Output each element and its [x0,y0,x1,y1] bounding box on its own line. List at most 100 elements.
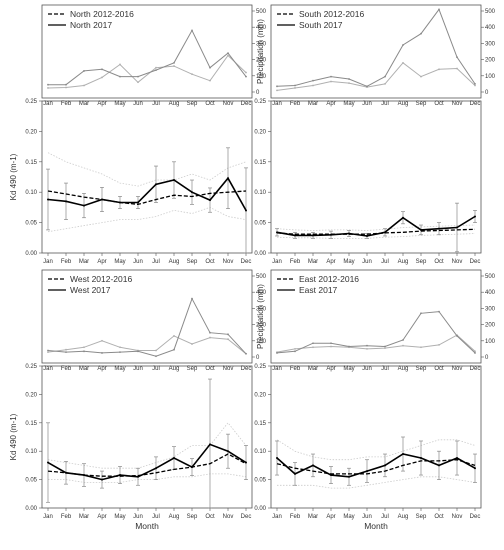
precip-point [312,346,314,349]
kd-month-label: Mar [308,259,318,265]
kd-month-label: Apr [326,514,335,520]
kd-2017-point [420,228,422,231]
kd-2017-point [330,474,332,477]
kd-tick-label: 0.10 [254,449,266,455]
precip-point [191,297,193,300]
kd-mean-line [47,190,247,206]
precip-point [101,76,103,79]
kd-month-label: Apr [97,514,106,520]
kd-2017-point [276,231,278,234]
panel-east: 0 100 200 300 400 500 Precipitation (mm) East 2… [254,269,496,531]
kd-2017-point [227,450,229,453]
precip-month-label: Jun [133,101,143,107]
kd-month-label: Feb [290,514,301,520]
precip-tick-label: 200 [256,58,267,64]
kd-tick-label: 0.25 [25,99,37,105]
kd-month-label: Dec [241,514,252,520]
precip-month-label: Apr [97,366,106,372]
precip-month-label: Feb [61,366,72,372]
precip-point [83,346,85,349]
precip-month-label: Aug [398,101,409,107]
precip-point [83,84,85,87]
kd-month-label: Jan [43,259,53,265]
kd-tick-label: 0.10 [25,190,37,196]
precip-point [474,83,476,85]
precip-month-label: Jul [381,366,389,372]
legend-label-2017: North 2017 [70,20,112,30]
precip-point [402,339,404,341]
kd-2017-point [245,461,247,464]
kd-tick-label: 0.05 [25,478,37,484]
kd-2017-point [101,478,103,481]
precip-series-line [47,335,247,355]
kd-month-label: May [114,259,125,265]
kd-2017-point [191,191,193,194]
precip-point [438,310,440,313]
precip-point [191,343,193,345]
precip-point [348,82,350,84]
precip-tick-label: 200 [485,323,496,329]
precip-frame [270,4,482,99]
precip-month-label: Jan [272,101,282,107]
precip-point [294,350,296,353]
kd-2017-point [65,471,67,474]
precip-frame [270,269,482,364]
precip-tick-label: 300 [256,306,267,312]
precip-point [474,84,476,87]
kd-2017-point [474,215,476,218]
kd-month-label: Aug [169,514,180,520]
kd-band-line [276,439,476,461]
kd-2017-point [227,177,229,180]
kd-2017-point [209,443,211,446]
kd-2017-point [402,216,404,219]
kd-tick-label: 0.00 [25,251,37,257]
precip-month-label: Sep [187,366,198,372]
precip-month-label: Aug [169,366,180,372]
kd-band-line [276,224,476,231]
kd-2017-point [420,457,422,460]
kd-frame [41,100,253,254]
precip-tick-label: 0 [256,355,260,361]
precip-point [438,343,440,346]
kd-2017-point [191,466,193,469]
precip-month-label: Mar [79,366,89,372]
kd-month-label: May [343,259,354,265]
precip-tick-label: 300 [256,41,267,47]
kd-month-label: Jul [152,514,160,520]
kd-band-line [277,476,476,489]
kd-month-label: Jun [362,514,372,520]
precip-point [83,350,85,353]
precip-point [245,75,247,78]
precip-axis-label: Precipitation (mm) [256,284,265,349]
precip-month-label: Jan [43,101,53,107]
kd-month-label: Feb [61,259,72,265]
precip-point [47,351,49,354]
precip-tick-label: 400 [485,290,496,296]
kd-axis-label: Kd 490 (m-1) [9,413,18,460]
precip-point [294,348,296,350]
precip-point [191,29,193,32]
precip-month-label: Jun [133,366,143,372]
kd-2017-point [384,231,386,234]
precip-point [209,331,211,334]
kd-2017-point [119,474,121,477]
precip-point [366,348,368,350]
precip-tick-label: 100 [485,339,496,345]
precip-point [420,346,422,349]
kd-frame [270,365,482,509]
kd-month-label: Jan [272,514,282,520]
kd-month-label: Dec [470,259,481,265]
precip-point [155,66,157,69]
kd-month-label: Apr [97,259,106,265]
kd-2017-point [119,201,121,204]
precip-tick-label: 500 [256,274,267,280]
kd-2017-point [456,457,458,460]
precip-point [209,66,211,69]
kd-2017-point [474,467,476,470]
legend-label-mean: East 2012-2016 [299,274,359,284]
kd-tick-label: 0.15 [254,160,266,166]
precip-point [83,70,85,72]
legend-label-2017: West 2017 [70,285,111,295]
precip-point [227,338,229,341]
